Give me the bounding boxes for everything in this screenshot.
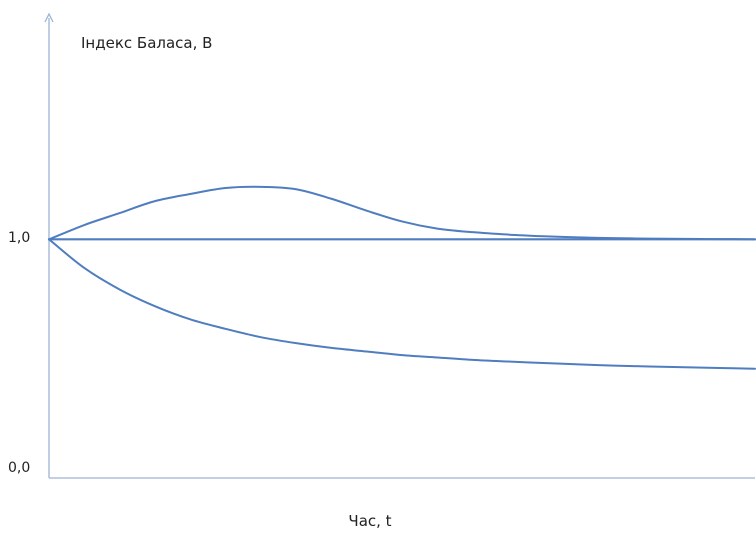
x-axis-title: Час, t: [348, 512, 391, 530]
series-lines: [47, 185, 756, 370]
y-tick-labels: 0,0 1,0: [8, 230, 30, 476]
y-axis-arrow-icon: [44, 12, 54, 23]
series-line-3: [48, 238, 756, 370]
y-tick-label-zero: 0,0: [8, 460, 30, 476]
y-tick-label-one: 1,0: [8, 230, 30, 246]
y-axis-title: Індекс Баласа, B: [81, 34, 212, 52]
series-line-1: [48, 185, 756, 241]
axes: [44, 12, 755, 479]
